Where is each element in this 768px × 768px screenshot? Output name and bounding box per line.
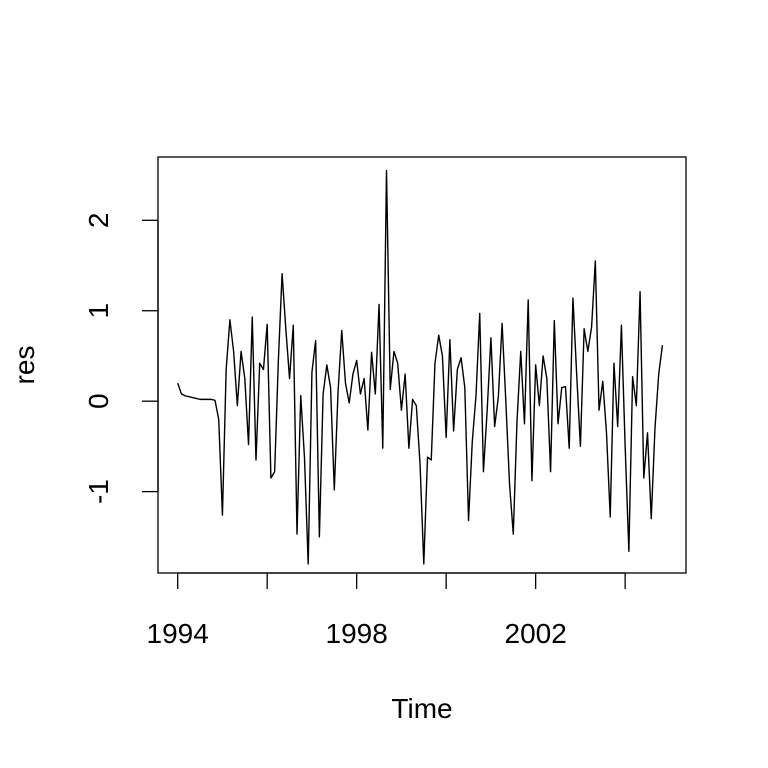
x-tick-label: 1998 [326,618,388,649]
x-tick-label: 2002 [505,618,567,649]
x-axis: 1994 1998 2002 [147,572,626,649]
y-tick-label: 1 [83,303,114,319]
x-tick-label: 1994 [147,618,209,649]
y-axis-title: res [9,346,40,385]
y-tick-label: 2 [83,213,114,229]
y-tick-label: -1 [83,479,114,504]
x-axis-title: Time [391,693,452,724]
y-tick-label: 0 [83,393,114,409]
y-axis: -1 0 1 2 [83,213,159,504]
series-line [177,169,664,565]
